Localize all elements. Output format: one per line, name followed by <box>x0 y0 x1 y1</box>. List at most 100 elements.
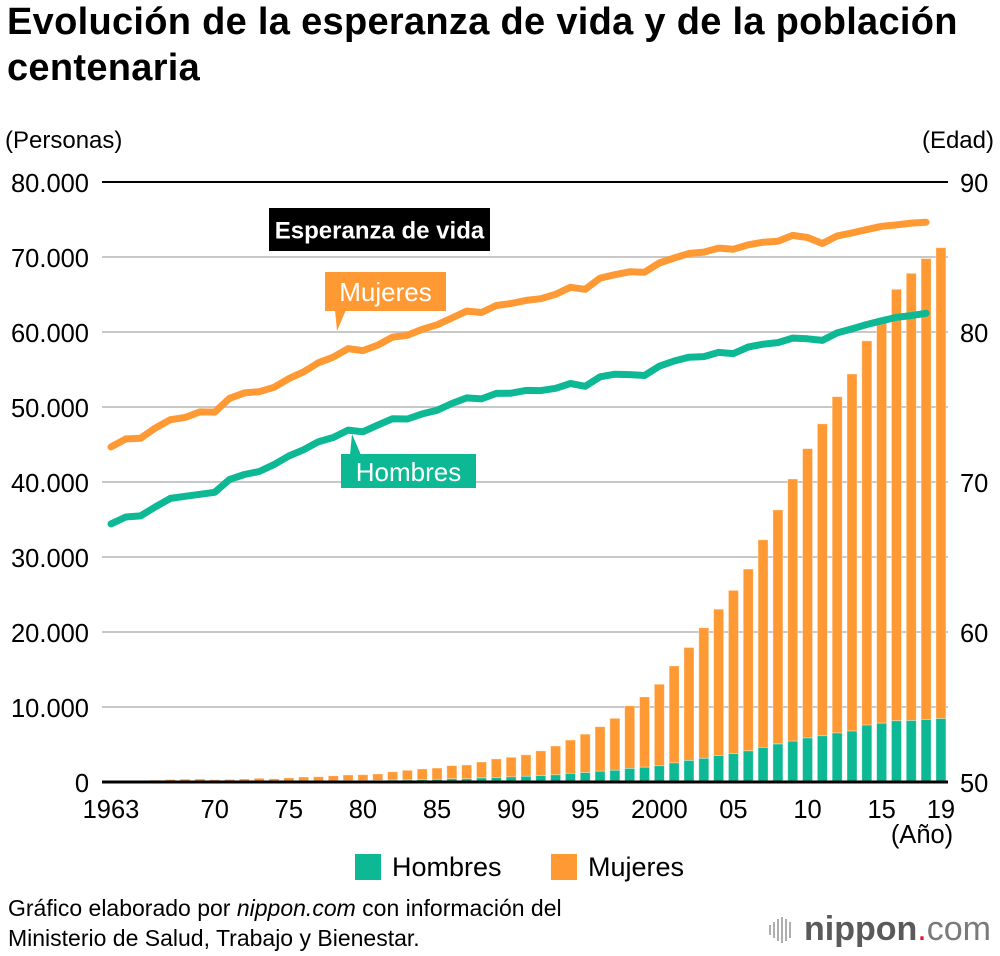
x-tick-label: 85 <box>423 796 451 824</box>
legend-item-women: Mujeres <box>551 851 684 883</box>
bar-men-2007 <box>757 747 769 783</box>
annotation-men-box <box>341 454 476 488</box>
y-right-tick-label: 60 <box>960 620 988 648</box>
bar-women-2008 <box>772 509 784 745</box>
y-left-tick-label: 0 <box>75 770 89 798</box>
x-axis-unit: (Año) <box>891 821 953 849</box>
bar-women-1980 <box>357 774 369 782</box>
x-tick-label: 70 <box>201 796 229 824</box>
x-tick-label: 80 <box>349 796 377 824</box>
bar-women-1992 <box>535 750 547 776</box>
y-left-tick-label: 70.000 <box>11 245 89 273</box>
bar-women-1993 <box>550 745 561 776</box>
centenarian-bars <box>105 247 947 783</box>
y-left-tick-label: 60.000 <box>11 320 89 348</box>
nippon-logo: nippon. com <box>768 908 991 950</box>
bar-women-2002 <box>683 647 695 761</box>
bar-women-1999 <box>639 696 650 768</box>
annotation-women: Mujeres <box>325 272 446 331</box>
bar-women-2005 <box>728 589 739 755</box>
y-left-tick-label: 40.000 <box>11 470 89 498</box>
bar-women-1981 <box>372 773 384 781</box>
bar-men-2015 <box>876 722 888 783</box>
bar-women-2000 <box>653 683 665 767</box>
bar-men-2011 <box>816 735 828 783</box>
bar-women-2019 <box>935 247 947 719</box>
bar-women-2014 <box>861 340 873 726</box>
legend-label-women: Mujeres <box>588 852 685 882</box>
y-right-tick-label: 80 <box>960 320 988 348</box>
bar-women-2010 <box>802 448 813 739</box>
annotation-men-label: Hombres <box>356 457 461 487</box>
source-suffix: con información del <box>355 895 562 921</box>
source-note-line-1: Gráfico elaborado por nippon.com con inf… <box>8 893 708 923</box>
bar-men-2016 <box>891 720 902 783</box>
bar-women-1994 <box>565 739 576 774</box>
legend-item-men: Hombres <box>355 851 502 883</box>
bar-women-1987 <box>461 764 473 780</box>
bar-women-2004 <box>713 608 725 756</box>
life-expectancy-lines <box>107 218 930 528</box>
bar-women-2015 <box>876 319 888 724</box>
bar-women-2007 <box>757 539 769 748</box>
bar-women-1997 <box>609 717 621 771</box>
logo-tld: com <box>926 910 991 948</box>
source-prefix: Gráfico elaborado por <box>8 895 237 921</box>
annotation-women-pointer <box>335 310 346 331</box>
annotation-men-pointer <box>350 434 361 455</box>
bar-women-1990 <box>505 756 517 778</box>
annotation-life-expectancy-label: Esperanza de vida <box>275 218 485 245</box>
y-left-tick-label: 20.000 <box>11 620 89 648</box>
bar-women-1984 <box>416 768 428 780</box>
bar-men-2017 <box>905 720 917 783</box>
legend: Hombres Mujeres <box>355 851 755 883</box>
bar-women-1995 <box>579 733 591 773</box>
bar-women-2017 <box>905 272 917 721</box>
y-right-tick-label: 50 <box>960 770 988 798</box>
bar-women-2006 <box>742 568 754 752</box>
bar-men-1999 <box>639 766 650 783</box>
bar-women-2013 <box>846 373 858 732</box>
y-right-tick-label: 70 <box>960 470 988 498</box>
legend-swatch-women <box>551 854 577 880</box>
source-note: Gráfico elaborado por nippon.com con inf… <box>8 893 708 953</box>
bar-men-2008 <box>772 743 784 783</box>
bar-men-1997 <box>609 769 621 783</box>
annotation-life-expectancy: Esperanza de vida <box>269 208 490 251</box>
bar-men-2005 <box>728 753 739 783</box>
bar-women-1998 <box>624 705 636 769</box>
bar-men-2004 <box>713 755 725 783</box>
bar-women-1989 <box>490 758 502 778</box>
bar-men-2001 <box>668 762 680 783</box>
bar-men-2014 <box>861 724 873 783</box>
legend-label-men: Hombres <box>392 852 502 882</box>
bar-men-1996 <box>594 770 606 783</box>
bar-women-1985 <box>431 767 443 780</box>
bar-men-2019 <box>935 718 947 783</box>
bar-men-2009 <box>787 740 799 783</box>
legend-swatch-men <box>355 854 381 880</box>
bar-men-2000 <box>653 765 665 783</box>
bar-women-2016 <box>891 288 902 722</box>
bar-women-1988 <box>476 761 487 779</box>
bar-women-1983 <box>401 769 413 781</box>
source-note-line-2: Ministerio de Salud, Trabajo y Bienestar… <box>8 925 420 951</box>
x-tick-label: 19 <box>927 796 955 824</box>
bar-men-1998 <box>624 768 636 783</box>
y-left-tick-label: 50.000 <box>11 395 89 423</box>
bar-men-2018 <box>920 719 932 783</box>
bar-women-2011 <box>816 423 828 737</box>
x-tick-label: 10 <box>793 796 821 824</box>
bar-men-2002 <box>683 760 695 783</box>
chart-title: Evolución de la esperanza de vida y de l… <box>7 1 958 89</box>
x-tick-label: 95 <box>571 796 599 824</box>
logo-dot: . <box>917 910 927 948</box>
y-right-tick-label: 90 <box>960 170 988 198</box>
bar-men-2003 <box>698 757 710 783</box>
left-axis-unit: (Personas) <box>5 127 123 154</box>
source-site: nippon.com <box>236 895 356 921</box>
axis-tick-labels: 0 10.000 20.000 30.000 40.000 50.000 60.000 70.… <box>11 170 988 824</box>
bar-women-1977 <box>313 776 324 782</box>
bar-men-2013 <box>846 730 858 783</box>
